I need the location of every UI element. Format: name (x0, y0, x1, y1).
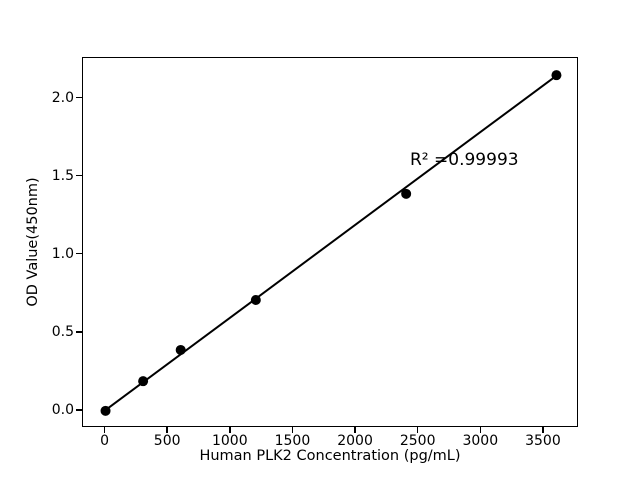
x-tick-label: 3000 (462, 433, 499, 449)
x-tick-label: 1000 (211, 433, 248, 449)
y-tick-label: 1.5 (51, 167, 74, 184)
x-tick-label: 500 (153, 433, 181, 449)
x-tick-mark (229, 427, 231, 433)
y-axis-label: OD Value(450nm) (25, 177, 41, 307)
x-tick-mark (354, 427, 356, 433)
x-tick-mark (103, 427, 106, 433)
x-tick-label: 2500 (399, 433, 436, 449)
y-tick-mark (76, 331, 82, 333)
y-tick-label: 2.0 (51, 89, 74, 106)
data-point (551, 70, 562, 81)
fit-line (104, 74, 558, 411)
x-tick-mark (416, 427, 419, 433)
data-point (138, 376, 149, 387)
y-tick-label: 0.0 (51, 401, 74, 418)
y-tick-label: 1.0 (51, 245, 74, 262)
data-point (100, 405, 111, 416)
data-point (401, 188, 412, 199)
x-tick-label: 3500 (525, 433, 561, 449)
x-tick-mark (542, 427, 544, 433)
y-tick-mark (76, 252, 82, 255)
x-tick-mark (291, 427, 294, 433)
x-tick-mark (166, 427, 168, 433)
y-tick-label: 0.5 (51, 323, 74, 340)
y-tick-mark (76, 174, 82, 177)
y-tick-mark (76, 409, 82, 411)
plot-svg (100, 70, 562, 416)
x-tick-label: 0 (100, 433, 109, 449)
x-tick-mark (479, 427, 482, 433)
data-point (175, 344, 186, 355)
plot-area: R² =0.99993 (82, 57, 578, 427)
x-tick-label: 1500 (274, 433, 311, 449)
x-tick-label: 2000 (337, 433, 373, 449)
r-squared-annotation: R² =0.99993 (410, 150, 519, 170)
y-tick-mark (76, 96, 82, 99)
data-point (250, 294, 261, 305)
x-axis-label: Human PLK2 Concentration (pg/mL) (199, 448, 461, 464)
